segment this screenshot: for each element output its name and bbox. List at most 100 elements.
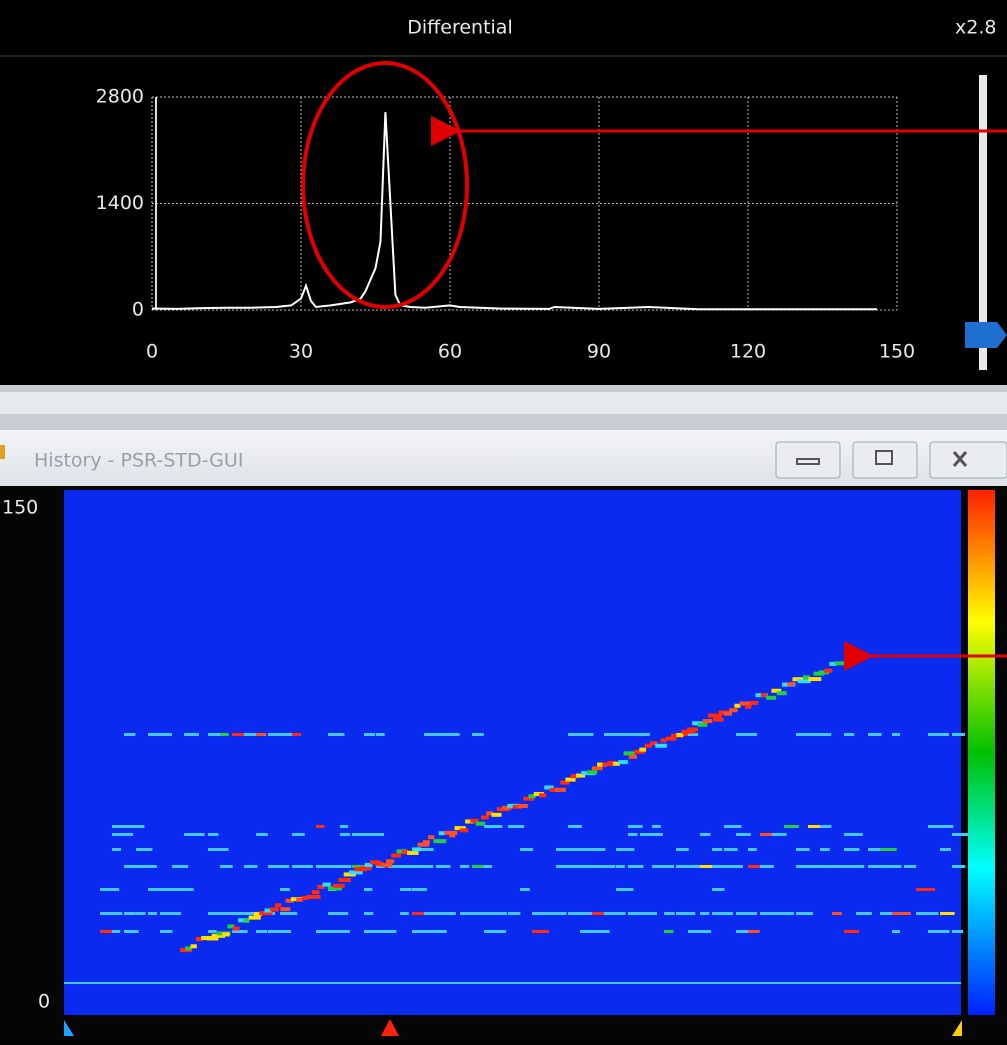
trace [172, 912, 182, 915]
separator-band [0, 392, 1007, 414]
trace [771, 688, 782, 693]
history-y-top: 150 [2, 497, 38, 519]
panel-title: Differential [407, 17, 512, 39]
trace [517, 803, 528, 808]
trace [391, 853, 402, 858]
marker-left[interactable] [64, 1020, 74, 1036]
trace [364, 862, 373, 867]
trace [328, 912, 349, 915]
trace [797, 679, 811, 684]
waterfall-traces [64, 661, 972, 984]
trace [312, 890, 320, 895]
trace [520, 848, 534, 851]
trace [364, 888, 373, 891]
trace [580, 848, 602, 851]
x-tick-label: 30 [289, 341, 313, 363]
trace [268, 733, 284, 736]
trace [438, 831, 445, 836]
trace [256, 833, 268, 836]
trace [808, 825, 828, 828]
trace [448, 733, 460, 736]
trace [952, 865, 966, 868]
trace [280, 912, 298, 915]
trace [640, 912, 657, 915]
trace [736, 833, 751, 836]
trace [412, 865, 429, 868]
trace [375, 862, 384, 867]
trace [748, 733, 758, 736]
trace [124, 912, 136, 915]
trace [713, 717, 724, 722]
trace [172, 888, 194, 891]
marker-center[interactable] [381, 1019, 399, 1036]
trace [700, 865, 716, 868]
trace [844, 733, 855, 736]
trace [400, 912, 409, 915]
trace [112, 848, 121, 851]
trace [556, 865, 569, 868]
trace [880, 912, 898, 915]
trace [364, 912, 374, 915]
trace [532, 912, 548, 915]
minimize-button[interactable] [775, 441, 841, 479]
trace [803, 675, 811, 680]
highlight-ellipse [301, 61, 469, 309]
trace [484, 930, 498, 933]
trace [686, 727, 699, 732]
trace [244, 865, 258, 868]
slider-thumb[interactable] [965, 322, 1007, 348]
close-button[interactable] [929, 441, 1007, 479]
trace [664, 912, 675, 915]
trace [556, 848, 574, 851]
trace [436, 865, 451, 868]
trace [532, 930, 550, 933]
trace [623, 751, 636, 756]
trace [832, 865, 851, 868]
maximize-button[interactable] [852, 441, 918, 479]
slider-track[interactable] [979, 75, 987, 370]
trace [702, 719, 713, 724]
trace [364, 733, 376, 736]
marker-right[interactable] [952, 1020, 962, 1036]
trace [380, 863, 393, 868]
trace [744, 704, 752, 709]
trace [586, 770, 598, 775]
trace [148, 733, 169, 736]
trace [100, 888, 120, 891]
trace [928, 733, 950, 736]
trace [834, 661, 847, 666]
trace [148, 888, 163, 891]
trace [424, 912, 444, 915]
trace [772, 833, 787, 836]
trace [592, 912, 610, 915]
trace [523, 796, 535, 801]
trace [736, 930, 755, 933]
trace [385, 859, 395, 864]
trace [712, 865, 731, 868]
trace [112, 825, 125, 828]
trace [772, 912, 793, 915]
trace [352, 833, 365, 836]
trace [343, 872, 356, 877]
trace [436, 930, 447, 933]
trace [520, 888, 530, 891]
trace [220, 733, 229, 736]
trace [734, 703, 741, 708]
trace [808, 677, 822, 682]
trace [459, 828, 469, 833]
trace [502, 805, 512, 810]
trace [472, 865, 490, 868]
trace [628, 833, 638, 836]
trace [568, 865, 585, 868]
trace [136, 912, 146, 915]
trace [676, 912, 696, 915]
trace [784, 825, 799, 828]
trace [160, 733, 172, 736]
trace [470, 818, 479, 823]
trace [433, 839, 447, 844]
trace [820, 865, 832, 868]
trace [533, 792, 544, 797]
trace [688, 930, 708, 933]
trace [639, 747, 647, 752]
trace [232, 912, 247, 915]
